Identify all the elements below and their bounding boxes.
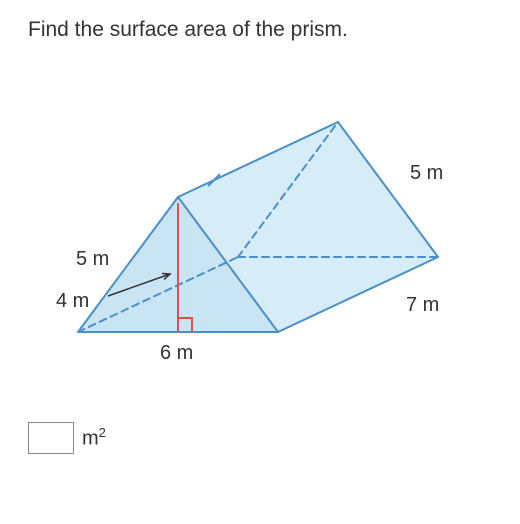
label-top-right: 5 m xyxy=(410,162,443,185)
answer-row: m2 xyxy=(28,422,492,454)
label-left-slant: 5 m xyxy=(76,248,109,271)
label-height: 4 m xyxy=(56,290,89,313)
question-text: Find the surface area of the prism. xyxy=(28,18,492,42)
prism-diagram: 5 m 5 m 4 m 7 m 6 m xyxy=(48,82,488,382)
label-base: 6 m xyxy=(160,342,193,365)
answer-unit: m2 xyxy=(82,425,106,451)
answer-input[interactable] xyxy=(28,422,74,454)
label-depth: 7 m xyxy=(406,294,439,317)
